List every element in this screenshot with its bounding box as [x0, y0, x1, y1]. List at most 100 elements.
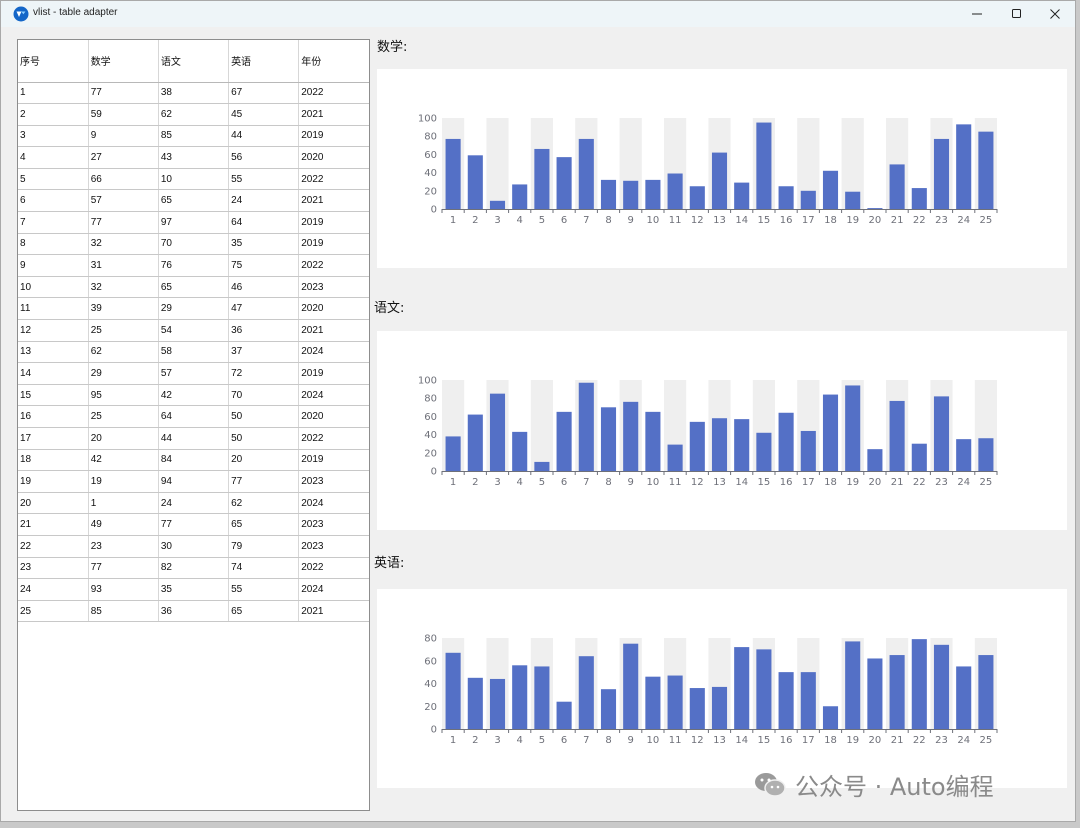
- bar[interactable]: [734, 419, 750, 471]
- bar[interactable]: [778, 186, 794, 209]
- bar[interactable]: [867, 449, 883, 471]
- score-table-panel[interactable]: 序号 数学 语文 英语 年份 1 77 38 67 2022 2 59 62 45 2021 3 9 85 44 2…: [17, 39, 370, 811]
- close-button[interactable]: [1035, 1, 1075, 27]
- title-bar[interactable]: vlist - table adapter: [1, 1, 1075, 27]
- bar[interactable]: [623, 401, 639, 471]
- bar[interactable]: [756, 122, 772, 209]
- table-row[interactable]: 13 62 58 37 2024: [18, 341, 369, 364]
- bar[interactable]: [556, 411, 572, 471]
- bar[interactable]: [778, 672, 794, 729]
- column-header[interactable]: 数学: [88, 40, 159, 83]
- minimize-button[interactable]: [957, 1, 997, 27]
- bar[interactable]: [578, 382, 594, 471]
- bar[interactable]: [534, 148, 550, 209]
- bar[interactable]: [623, 180, 639, 209]
- bar[interactable]: [556, 701, 572, 729]
- bar[interactable]: [512, 665, 528, 729]
- table-row[interactable]: 22 23 30 79 2023: [18, 535, 369, 558]
- table-row[interactable]: 7 77 97 64 2019: [18, 211, 369, 234]
- bar[interactable]: [623, 643, 639, 729]
- bar[interactable]: [800, 430, 816, 471]
- bar[interactable]: [467, 155, 483, 209]
- table-row[interactable]: 3 9 85 44 2019: [18, 125, 369, 148]
- bar[interactable]: [978, 131, 994, 209]
- column-header[interactable]: 语文: [158, 40, 230, 83]
- bar[interactable]: [889, 400, 905, 471]
- bar[interactable]: [489, 200, 506, 209]
- bar[interactable]: [645, 411, 661, 471]
- bar[interactable]: [956, 124, 972, 209]
- bar[interactable]: [734, 182, 750, 209]
- bar[interactable]: [800, 672, 816, 729]
- bar[interactable]: [689, 421, 705, 471]
- table-row[interactable]: 8 32 70 35 2019: [18, 233, 369, 256]
- maximize-button[interactable]: [997, 1, 1037, 27]
- bar[interactable]: [489, 678, 506, 729]
- table-row[interactable]: 24 93 35 55 2024: [18, 578, 369, 601]
- bar[interactable]: [978, 655, 994, 729]
- table-row[interactable]: 10 32 65 46 2023: [18, 276, 369, 299]
- table-row[interactable]: 23 77 82 74 2022: [18, 557, 369, 580]
- bar[interactable]: [889, 164, 905, 209]
- bar[interactable]: [467, 677, 483, 729]
- column-header[interactable]: 年份: [298, 40, 369, 83]
- bar[interactable]: [512, 184, 528, 209]
- bar[interactable]: [822, 394, 839, 471]
- bar[interactable]: [911, 639, 927, 729]
- bar[interactable]: [489, 393, 506, 471]
- bar[interactable]: [845, 641, 861, 729]
- bar[interactable]: [711, 686, 728, 729]
- table-row[interactable]: 11 39 29 47 2020: [18, 297, 369, 321]
- table-row[interactable]: 19 19 94 77 2023: [18, 470, 369, 493]
- bar[interactable]: [689, 186, 705, 209]
- bar[interactable]: [800, 190, 816, 209]
- table-row[interactable]: 21 49 77 65 2023: [18, 513, 369, 536]
- column-header[interactable]: 序号: [18, 40, 89, 83]
- bar[interactable]: [600, 179, 617, 209]
- bar[interactable]: [845, 385, 861, 471]
- bar[interactable]: [978, 438, 994, 471]
- bar[interactable]: [667, 675, 683, 729]
- bar[interactable]: [756, 649, 772, 729]
- column-header[interactable]: 英语: [228, 40, 300, 83]
- bar[interactable]: [578, 656, 594, 729]
- bar[interactable]: [667, 444, 683, 471]
- bar[interactable]: [711, 152, 728, 209]
- table-row[interactable]: 17 20 44 50 2022: [18, 427, 369, 450]
- bar[interactable]: [734, 647, 750, 729]
- bar[interactable]: [467, 414, 483, 471]
- table-row[interactable]: 12 25 54 36 2021: [18, 319, 369, 342]
- bar[interactable]: [778, 412, 794, 471]
- bar[interactable]: [645, 676, 661, 729]
- bar[interactable]: [867, 658, 883, 729]
- bar[interactable]: [600, 407, 617, 471]
- table-row[interactable]: 18 42 84 20 2019: [18, 449, 369, 472]
- bar[interactable]: [445, 652, 461, 729]
- bar[interactable]: [711, 418, 728, 471]
- bar[interactable]: [556, 157, 572, 209]
- table-row[interactable]: 5 66 10 55 2022: [18, 168, 369, 191]
- table-row[interactable]: 25 85 36 65 2021: [18, 600, 369, 623]
- bar[interactable]: [689, 688, 705, 729]
- table-row[interactable]: 20 1 24 62 2024: [18, 492, 369, 515]
- table-row[interactable]: 9 31 76 75 2022: [18, 254, 369, 277]
- table-row[interactable]: 14 29 57 72 2019: [18, 362, 369, 385]
- bar[interactable]: [534, 461, 550, 471]
- bar[interactable]: [512, 431, 528, 471]
- table-row[interactable]: 6 57 65 24 2021: [18, 189, 369, 213]
- bar[interactable]: [845, 191, 861, 209]
- bar[interactable]: [445, 436, 461, 471]
- bar[interactable]: [933, 138, 950, 209]
- bar[interactable]: [756, 432, 772, 471]
- bar[interactable]: [534, 666, 550, 729]
- bar[interactable]: [933, 396, 950, 471]
- bar[interactable]: [578, 138, 594, 209]
- table-row[interactable]: 2 59 62 45 2021: [18, 103, 369, 126]
- table-row[interactable]: 4 27 43 56 2020: [18, 146, 369, 169]
- bar[interactable]: [889, 655, 905, 729]
- bar[interactable]: [933, 644, 950, 729]
- table-row[interactable]: 16 25 64 50 2020: [18, 405, 369, 428]
- bar[interactable]: [822, 706, 839, 729]
- bar[interactable]: [867, 208, 883, 209]
- bar[interactable]: [445, 138, 461, 209]
